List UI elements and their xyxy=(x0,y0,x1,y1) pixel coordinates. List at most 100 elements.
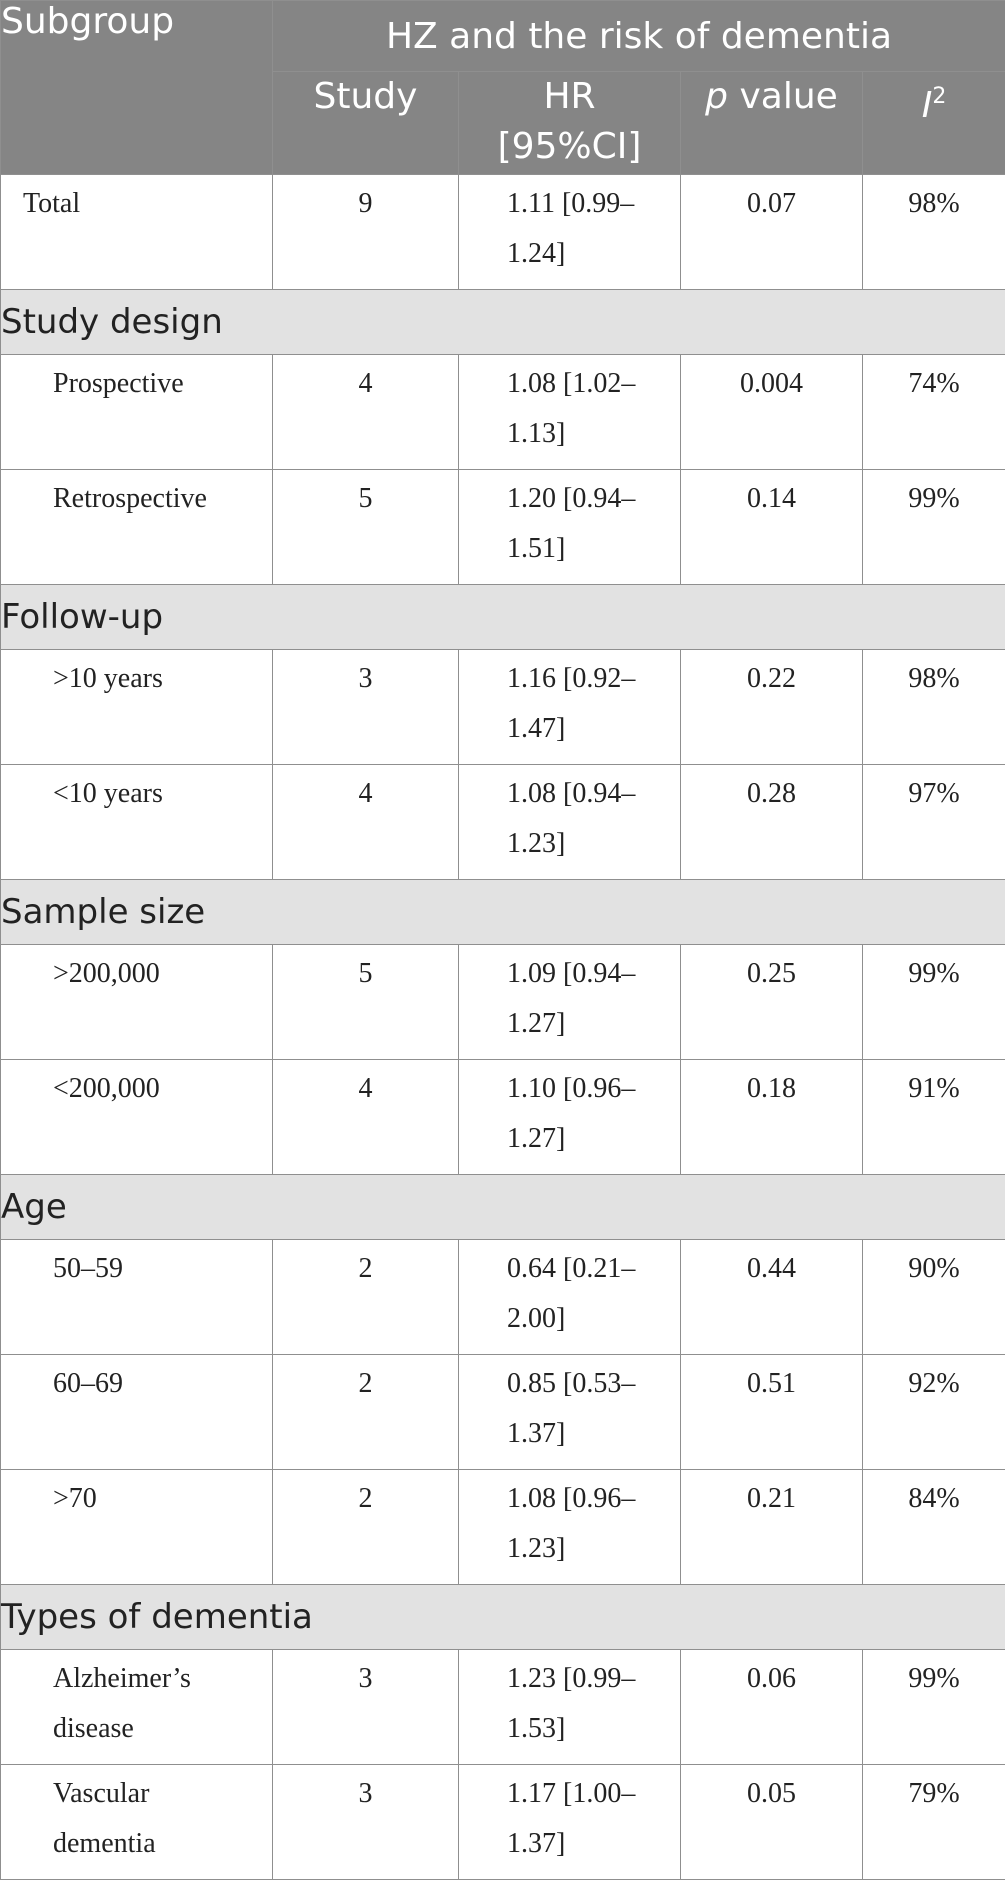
row-p-value: 0.004 xyxy=(681,355,863,470)
row-label: 50–59 xyxy=(1,1240,273,1355)
row-label: <200,000 xyxy=(1,1060,273,1175)
row-i2: 98% xyxy=(863,175,1005,290)
row-i2: 99% xyxy=(863,470,1005,585)
row-hr: 0.85 [0.53–1.37] xyxy=(459,1355,681,1470)
row-hr: 1.11 [0.99– 1.24] xyxy=(459,175,681,290)
row-i2: 92% xyxy=(863,1355,1005,1470)
row-label-line1: 50–59 xyxy=(53,1253,123,1284)
row-p-value: 0.07 xyxy=(681,175,863,290)
row-i2: 84% xyxy=(863,1470,1005,1585)
row-i2: 74% xyxy=(863,355,1005,470)
row-hr: 1.20 [0.94–1.51] xyxy=(459,470,681,585)
row-study: 4 xyxy=(273,355,459,470)
row-p-value: 0.05 xyxy=(681,1765,863,1880)
row-label: 60–69 xyxy=(1,1355,273,1470)
header-i2-sup: 2 xyxy=(932,84,946,109)
row-p-value: 0.25 xyxy=(681,945,863,1060)
row-hr: 1.10 [0.96–1.27] xyxy=(459,1060,681,1175)
header-hr-line2: [95%CI] xyxy=(498,126,642,167)
row-label-line1: Prospective xyxy=(53,368,184,399)
row-label-line2: disease xyxy=(53,1713,134,1744)
row-i2: 90% xyxy=(863,1240,1005,1355)
row-hr-line2: 1.37] xyxy=(507,1418,565,1449)
row-label-line1: Vascular xyxy=(53,1778,149,1809)
row-study: 3 xyxy=(273,650,459,765)
row-hr-line1: 1.16 [0.92– xyxy=(507,663,635,694)
row-label-line1: >70 xyxy=(53,1483,97,1514)
row-label: >10 years xyxy=(1,650,273,765)
row-hr: 0.64 [0.21– 2.00] xyxy=(459,1240,681,1355)
row-hr-line2: 1.53] xyxy=(507,1713,565,1744)
row-label: Retrospective xyxy=(1,470,273,585)
row-hr-line1: 1.23 [0.99– xyxy=(507,1663,635,1694)
row-label-line1: >200,000 xyxy=(53,958,160,989)
row-i2: 99% xyxy=(863,1650,1005,1765)
row-hr-line1: 0.64 [0.21– xyxy=(507,1253,635,1284)
row-i2: 97% xyxy=(863,765,1005,880)
row-hr: 1.16 [0.92– 1.47] xyxy=(459,650,681,765)
row-study: 4 xyxy=(273,1060,459,1175)
row-label: Alzheimer’s disease xyxy=(1,1650,273,1765)
row-study: 3 xyxy=(273,1765,459,1880)
row-study: 5 xyxy=(273,470,459,585)
row-study: 9 xyxy=(273,175,459,290)
header-p-italic: p xyxy=(705,76,728,117)
row-study: 2 xyxy=(273,1240,459,1355)
header-subgroup: Subgroup xyxy=(1,1,273,175)
row-hr-line2: 1.24] xyxy=(507,238,565,269)
section-title: Study design xyxy=(1,290,1005,355)
row-hr-line1: 1.11 [0.99– xyxy=(507,188,634,219)
row-label-line1: 60–69 xyxy=(53,1368,123,1399)
row-hr-line2: 1.23] xyxy=(507,1533,565,1564)
header-study: Study xyxy=(273,72,459,175)
row-i2: 99% xyxy=(863,945,1005,1060)
section-title: Follow-up xyxy=(1,585,1005,650)
row-p-value: 0.18 xyxy=(681,1060,863,1175)
row-i2: 98% xyxy=(863,650,1005,765)
section-row: Age xyxy=(1,1175,1005,1240)
table-body: Total 9 1.11 [0.99– 1.24] 0.07 98% Study … xyxy=(1,175,1005,1880)
row-hr-line2: 1.47] xyxy=(507,713,565,744)
row-hr-line2: 1.37] xyxy=(507,1828,565,1859)
header-i2: I2 xyxy=(863,72,1005,175)
row-study: 5 xyxy=(273,945,459,1060)
row-i2: 91% xyxy=(863,1060,1005,1175)
row-hr-line1: 1.10 [0.96– xyxy=(507,1073,635,1104)
header-span-title: HZ and the risk of dementia xyxy=(273,1,1005,72)
section-row: Sample size xyxy=(1,880,1005,945)
header-hr-line1: HR xyxy=(543,76,595,117)
row-label: Total xyxy=(1,175,273,290)
row-hr-line2: 1.13] xyxy=(507,418,565,449)
row-p-value: 0.06 xyxy=(681,1650,863,1765)
row-label: <10 years xyxy=(1,765,273,880)
row-i2: 79% xyxy=(863,1765,1005,1880)
section-row: Follow-up xyxy=(1,585,1005,650)
header-hr: HR [95%CI] xyxy=(459,72,681,175)
row-label-line2: dementia xyxy=(53,1828,156,1859)
row-hr: 1.08 [1.02–1.13] xyxy=(459,355,681,470)
row-label: >200,000 xyxy=(1,945,273,1060)
row-hr-line1: 1.17 [1.00– xyxy=(507,1778,635,1809)
row-hr-line1: 1.08 [0.94– xyxy=(507,778,635,809)
row-label: Prospective xyxy=(1,355,273,470)
section-title: Age xyxy=(1,1175,1005,1240)
section-title: Sample size xyxy=(1,880,1005,945)
row-label-line1: Retrospective xyxy=(53,483,207,514)
row-hr: 1.09 [0.94–1.27] xyxy=(459,945,681,1060)
row-study: 2 xyxy=(273,1355,459,1470)
row-hr-line2: 2.00] xyxy=(507,1303,565,1334)
header-p-value: p value xyxy=(681,72,863,175)
row-hr: 1.08 [0.94–1.23] xyxy=(459,765,681,880)
row-hr: 1.17 [1.00– 1.37] xyxy=(459,1765,681,1880)
row-p-value: 0.44 xyxy=(681,1240,863,1355)
row-label-line1: Alzheimer’s xyxy=(53,1663,191,1694)
